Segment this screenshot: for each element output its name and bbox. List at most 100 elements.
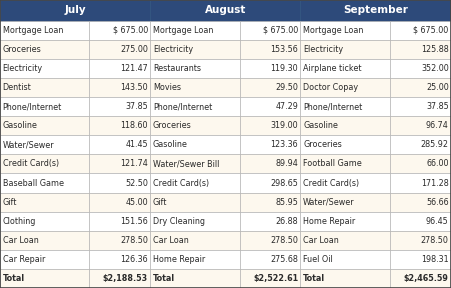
Text: 41.45: 41.45	[125, 140, 148, 149]
Bar	[300, 40, 390, 59]
Text: 121.47: 121.47	[120, 64, 148, 73]
Bar	[0, 269, 89, 288]
Bar	[0, 21, 89, 40]
Text: Car Repair: Car Repair	[3, 255, 45, 264]
Text: 143.50: 143.50	[120, 83, 148, 92]
Bar	[150, 0, 300, 21]
Bar	[89, 97, 150, 116]
Bar	[239, 97, 300, 116]
Bar	[0, 231, 89, 250]
Text: Mortgage Loan: Mortgage Loan	[303, 26, 364, 35]
Bar	[0, 193, 89, 212]
Bar	[89, 250, 150, 269]
Bar	[390, 116, 451, 135]
Bar	[239, 212, 300, 231]
Text: Clothing: Clothing	[3, 217, 36, 226]
Bar	[150, 250, 239, 269]
Bar	[0, 0, 150, 21]
Text: Fuel Oil: Fuel Oil	[303, 255, 333, 264]
Bar	[390, 40, 451, 59]
Bar	[89, 173, 150, 193]
Text: 66.00: 66.00	[426, 160, 449, 168]
Bar	[150, 97, 239, 116]
Text: Water/Sewer: Water/Sewer	[3, 140, 54, 149]
Text: 278.50: 278.50	[270, 236, 298, 245]
Bar	[300, 135, 390, 154]
Text: Gift: Gift	[3, 198, 17, 206]
Bar	[239, 78, 300, 97]
Text: 153.56: 153.56	[270, 45, 298, 54]
Bar	[0, 40, 89, 59]
Bar	[390, 231, 451, 250]
Bar	[89, 212, 150, 231]
Bar	[89, 116, 150, 135]
Text: Electricity: Electricity	[153, 45, 193, 54]
Text: $ 675.00: $ 675.00	[113, 26, 148, 35]
Text: 56.66: 56.66	[426, 198, 449, 206]
Text: 96.74: 96.74	[426, 121, 449, 130]
Text: Groceries: Groceries	[3, 45, 41, 54]
Bar	[150, 193, 239, 212]
Bar	[0, 59, 89, 78]
Text: 45.00: 45.00	[125, 198, 148, 206]
Text: Dry Cleaning: Dry Cleaning	[153, 217, 205, 226]
Text: Movies: Movies	[153, 83, 181, 92]
Text: 126.36: 126.36	[120, 255, 148, 264]
Bar	[390, 269, 451, 288]
Bar	[239, 21, 300, 40]
Text: Total: Total	[303, 274, 325, 283]
Text: Total: Total	[3, 274, 25, 283]
Bar	[0, 250, 89, 269]
Text: Home Repair: Home Repair	[303, 217, 355, 226]
Bar	[239, 135, 300, 154]
Bar	[300, 231, 390, 250]
Bar	[239, 116, 300, 135]
Text: Car Loan: Car Loan	[303, 236, 339, 245]
Text: Car Loan: Car Loan	[153, 236, 189, 245]
Text: September: September	[343, 5, 408, 15]
Bar	[390, 154, 451, 173]
Text: 89.94: 89.94	[276, 160, 298, 168]
Text: Phone/Internet: Phone/Internet	[303, 102, 362, 111]
Text: 319.00: 319.00	[271, 121, 298, 130]
Bar	[390, 21, 451, 40]
Bar	[239, 173, 300, 193]
Text: 278.50: 278.50	[120, 236, 148, 245]
Bar	[150, 116, 239, 135]
Bar	[0, 97, 89, 116]
Bar	[300, 59, 390, 78]
Text: Phone/Internet: Phone/Internet	[153, 102, 212, 111]
Text: 298.65: 298.65	[270, 179, 298, 187]
Bar	[0, 212, 89, 231]
Text: 118.60: 118.60	[120, 121, 148, 130]
Text: $ 675.00: $ 675.00	[263, 26, 298, 35]
Text: 198.31: 198.31	[421, 255, 449, 264]
Text: 119.30: 119.30	[271, 64, 298, 73]
Text: Electricity: Electricity	[303, 45, 343, 54]
Bar	[0, 135, 89, 154]
Bar	[150, 21, 239, 40]
Bar	[239, 154, 300, 173]
Text: Credit Card(s): Credit Card(s)	[153, 179, 209, 187]
Text: July: July	[64, 5, 86, 15]
Bar	[150, 135, 239, 154]
Bar	[0, 116, 89, 135]
Bar	[150, 212, 239, 231]
Bar	[300, 269, 390, 288]
Text: Restaurants: Restaurants	[153, 64, 201, 73]
Text: 37.85: 37.85	[426, 102, 449, 111]
Text: $2,522.61: $2,522.61	[253, 274, 298, 283]
Bar	[89, 231, 150, 250]
Text: Dentist: Dentist	[3, 83, 32, 92]
Bar	[390, 78, 451, 97]
Bar	[390, 212, 451, 231]
Bar	[239, 59, 300, 78]
Text: Home Repair: Home Repair	[153, 255, 205, 264]
Bar	[89, 193, 150, 212]
Bar	[0, 78, 89, 97]
Bar	[0, 173, 89, 193]
Text: 121.74: 121.74	[120, 160, 148, 168]
Text: Credit Card(s): Credit Card(s)	[3, 160, 59, 168]
Bar	[0, 154, 89, 173]
Bar	[239, 250, 300, 269]
